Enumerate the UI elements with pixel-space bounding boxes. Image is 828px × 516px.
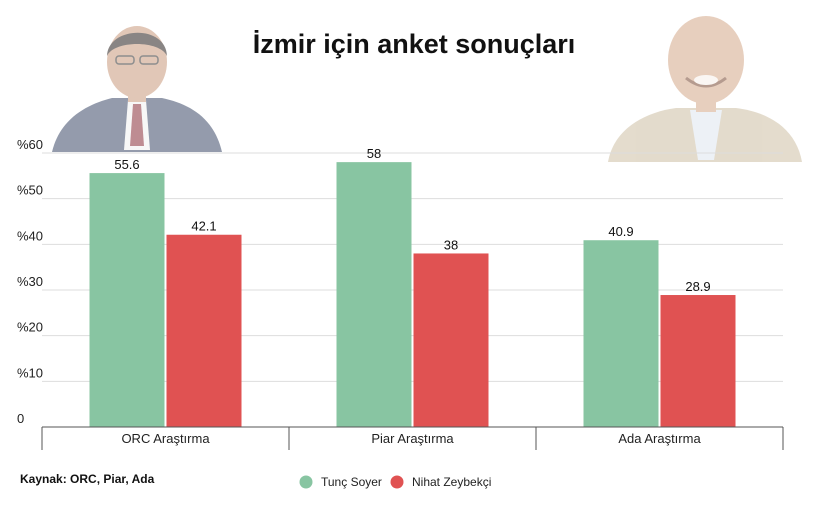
legend-marker xyxy=(390,475,404,489)
bars xyxy=(89,162,736,427)
bar xyxy=(583,240,659,427)
value-label: 42.1 xyxy=(191,219,216,234)
y-tick-label: %20 xyxy=(17,320,43,335)
y-tick-label: %30 xyxy=(17,274,43,289)
legend-marker xyxy=(299,475,313,489)
source-note: Kaynak: ORC, Piar, Ada xyxy=(20,472,155,486)
candidate-portrait-right xyxy=(608,16,802,162)
y-tick-label: %50 xyxy=(17,183,43,198)
value-label: 55.6 xyxy=(114,157,139,172)
gridlines xyxy=(42,152,783,382)
bar xyxy=(413,253,489,427)
category-label: Ada Araştırma xyxy=(618,431,701,446)
x-axis: ORC Araştırma Piar Araştırma Ada Araştırma xyxy=(41,426,784,450)
bar xyxy=(336,162,412,427)
y-tick-label: %10 xyxy=(17,365,43,380)
value-label: 28.9 xyxy=(685,279,710,294)
legend: Tunç Soyer Nihat Zeybekçi xyxy=(299,475,491,489)
value-label: 38 xyxy=(444,237,458,252)
legend-label: Nihat Zeybekçi xyxy=(412,475,491,489)
y-tick-label: %60 xyxy=(17,137,43,152)
y-tick-label: 0 xyxy=(17,411,24,426)
category-label: ORC Araştırma xyxy=(121,431,210,446)
category-label: Piar Araştırma xyxy=(371,431,454,446)
y-tick-label: %40 xyxy=(17,228,43,243)
value-label: 58 xyxy=(367,146,381,161)
bar xyxy=(166,234,242,427)
candidate-portrait-left xyxy=(52,26,222,152)
legend-label: Tunç Soyer xyxy=(321,475,382,489)
bar xyxy=(660,295,736,427)
y-axis-ticks: 0 %10 %20 %30 %40 %50 %60 xyxy=(17,137,43,426)
chart-title: İzmir için anket sonuçları xyxy=(253,29,576,59)
value-label: 40.9 xyxy=(608,224,633,239)
value-labels: 55.6 42.1 58 38 40.9 28.9 xyxy=(114,146,710,294)
bar xyxy=(89,173,165,427)
